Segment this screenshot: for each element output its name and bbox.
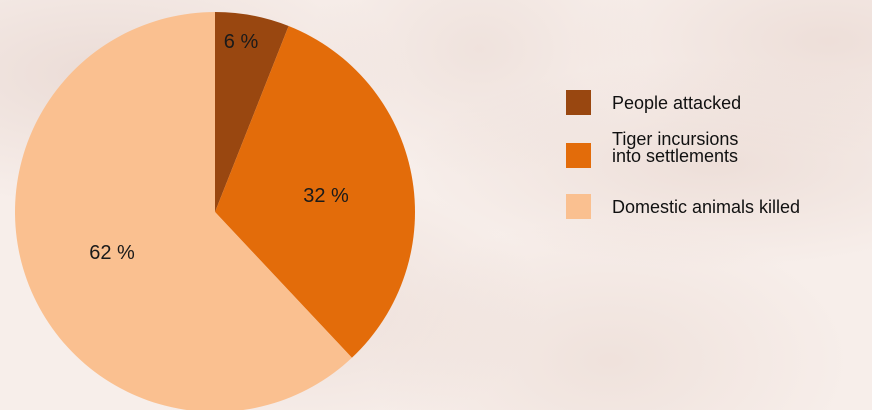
legend-swatch-domestic-animals-killed: [566, 194, 591, 219]
slice-value-label-tiger-incursions: 32 %: [303, 185, 349, 207]
slice-value-label-domestic-animals-killed: 62 %: [89, 242, 135, 264]
pie-slice-people-attacked: [215, 12, 289, 212]
legend-swatch-tiger-incursions: [566, 143, 591, 168]
legend-label-people-attacked: People attacked: [612, 93, 742, 113]
legend-label-tiger-incursions: Tiger incursions into settlements: [612, 129, 739, 166]
pie-slice-domestic-animals-killed: [14, 12, 352, 410]
legend-label-domestic-animals-killed: Domestic animals killed: [612, 197, 801, 217]
pie-slice-tiger-incursions: [215, 26, 415, 358]
slice-value-label-people-attacked: 6 %: [224, 31, 259, 53]
legend-swatch-people-attacked: [566, 90, 591, 115]
